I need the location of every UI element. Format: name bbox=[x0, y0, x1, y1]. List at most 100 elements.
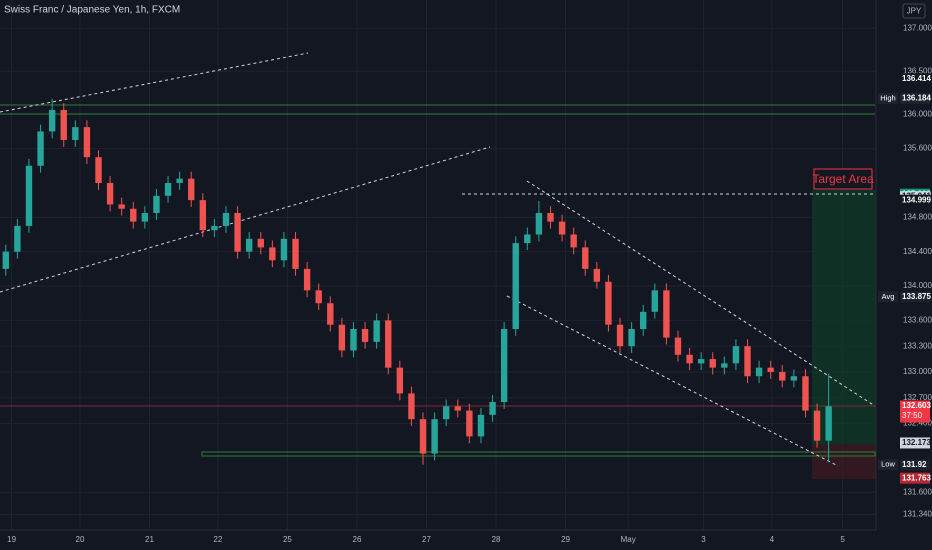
x-tick-label: 22 bbox=[213, 535, 222, 544]
candle-body bbox=[744, 346, 751, 377]
y-tick-label: 135.600 bbox=[903, 144, 932, 153]
candle-body bbox=[721, 363, 728, 368]
y-tick-label: 134.000 bbox=[903, 281, 932, 290]
chart-title: Swiss Franc / Japanese Yen, 1h, FXCM bbox=[4, 5, 180, 16]
candle-body bbox=[83, 127, 91, 158]
candle-body bbox=[454, 406, 461, 411]
y-tick-label: 132.700 bbox=[903, 393, 932, 402]
candle-body bbox=[628, 328, 635, 347]
candle-body bbox=[790, 376, 798, 381]
price-badge bbox=[900, 472, 930, 484]
x-tick-label: 25 bbox=[283, 535, 292, 544]
candle-body bbox=[72, 127, 79, 141]
candle-body bbox=[269, 247, 276, 261]
y-tick-label: 136.000 bbox=[903, 109, 932, 118]
price-badge bbox=[900, 437, 930, 449]
price-badge bbox=[900, 194, 930, 206]
candle-body bbox=[802, 376, 809, 411]
price-badge-tag bbox=[878, 92, 898, 104]
stop-zone bbox=[812, 444, 878, 479]
candle-body bbox=[234, 213, 241, 252]
candle-body bbox=[361, 328, 369, 342]
candle-body bbox=[477, 414, 485, 437]
price-badge bbox=[900, 400, 930, 423]
candle-body bbox=[350, 328, 357, 351]
candle-body bbox=[524, 234, 531, 244]
candle-body bbox=[338, 324, 346, 351]
candle-body bbox=[303, 268, 311, 291]
candle-body bbox=[106, 182, 114, 205]
price-badge bbox=[900, 92, 930, 104]
price-badge bbox=[900, 459, 930, 471]
currency[interactable]: JPY bbox=[907, 7, 922, 16]
y-tick-label: 132.400 bbox=[903, 419, 932, 428]
y-tick-label: 131.340 bbox=[903, 510, 932, 519]
candle-body bbox=[709, 359, 716, 368]
price-axis bbox=[876, 0, 932, 550]
candle-body bbox=[466, 410, 473, 437]
price-badge-label: 132.603 bbox=[902, 401, 931, 410]
y-tick-label: 134.800 bbox=[903, 212, 932, 221]
x-tick-label: 21 bbox=[145, 535, 154, 544]
candle-body bbox=[558, 221, 566, 235]
candle-body bbox=[280, 238, 288, 261]
candle-body bbox=[37, 131, 44, 166]
candle-body bbox=[500, 328, 508, 403]
price-badge-label: 136.414 bbox=[902, 74, 931, 83]
y-tick-label: 133.300 bbox=[903, 341, 932, 350]
candle-body bbox=[605, 281, 612, 325]
price-badge bbox=[900, 73, 930, 85]
candle-body bbox=[396, 367, 404, 394]
price-badge-label: 131.763 bbox=[902, 473, 931, 482]
candle-body bbox=[408, 393, 415, 420]
candle-body bbox=[164, 182, 172, 196]
candle-body bbox=[315, 290, 322, 304]
price-badge-label: 131.92 bbox=[902, 460, 927, 469]
candle-body bbox=[732, 346, 740, 364]
candle-body bbox=[825, 406, 832, 441]
candle-body bbox=[547, 213, 554, 222]
candle-body bbox=[141, 213, 149, 222]
price-badge-tag-label: Low bbox=[881, 460, 895, 469]
candle-body bbox=[663, 290, 670, 338]
candle-body bbox=[211, 225, 218, 231]
candle-body bbox=[813, 410, 821, 441]
x-tick-label: 29 bbox=[561, 535, 570, 544]
candle-body bbox=[593, 268, 601, 282]
candle-body bbox=[130, 208, 137, 222]
candle-body bbox=[443, 406, 450, 420]
countdown: 37:50 bbox=[902, 411, 923, 420]
x-tick-label: 4 bbox=[770, 535, 775, 544]
candle-body bbox=[616, 324, 624, 347]
channel-line bbox=[506, 295, 839, 467]
candle-body bbox=[697, 359, 705, 364]
candle-body bbox=[512, 243, 519, 329]
price-badge-tag-label: Avg bbox=[882, 292, 895, 301]
candle-body bbox=[199, 200, 207, 231]
x-tick-label: 27 bbox=[422, 535, 431, 544]
x-tick-label: 5 bbox=[840, 535, 845, 544]
candle-body bbox=[48, 109, 56, 132]
candle-body bbox=[118, 204, 125, 209]
annotation: Target Area bbox=[812, 172, 874, 186]
candle-body bbox=[222, 213, 230, 226]
y-tick-label: 131.600 bbox=[903, 487, 932, 496]
x-tick-label: 28 bbox=[492, 535, 501, 544]
candle-body bbox=[153, 195, 160, 214]
price-badge bbox=[900, 291, 930, 303]
currency-box[interactable] bbox=[902, 3, 926, 19]
x-tick-label: 3 bbox=[701, 535, 706, 544]
annotation-box bbox=[813, 168, 873, 190]
candle-body bbox=[60, 109, 67, 141]
candles bbox=[2, 98, 832, 465]
x-tick-label: 19 bbox=[7, 535, 16, 544]
x-tick-label: May bbox=[621, 535, 636, 544]
candle-body bbox=[385, 320, 392, 368]
candle-body bbox=[292, 238, 299, 269]
candle-body bbox=[2, 251, 9, 269]
trend-line bbox=[0, 52, 309, 113]
candle-body bbox=[535, 213, 543, 235]
candle-body bbox=[327, 303, 334, 325]
price-badge-label: 133.875 bbox=[902, 292, 931, 301]
